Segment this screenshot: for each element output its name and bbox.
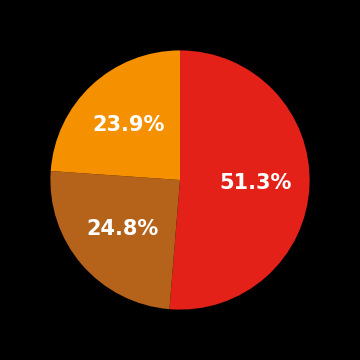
Text: 24.8%: 24.8% [87,219,159,239]
Text: 51.3%: 51.3% [219,173,291,193]
Wedge shape [51,50,180,180]
Wedge shape [170,50,310,310]
Text: 23.9%: 23.9% [93,115,165,135]
Wedge shape [50,171,180,309]
